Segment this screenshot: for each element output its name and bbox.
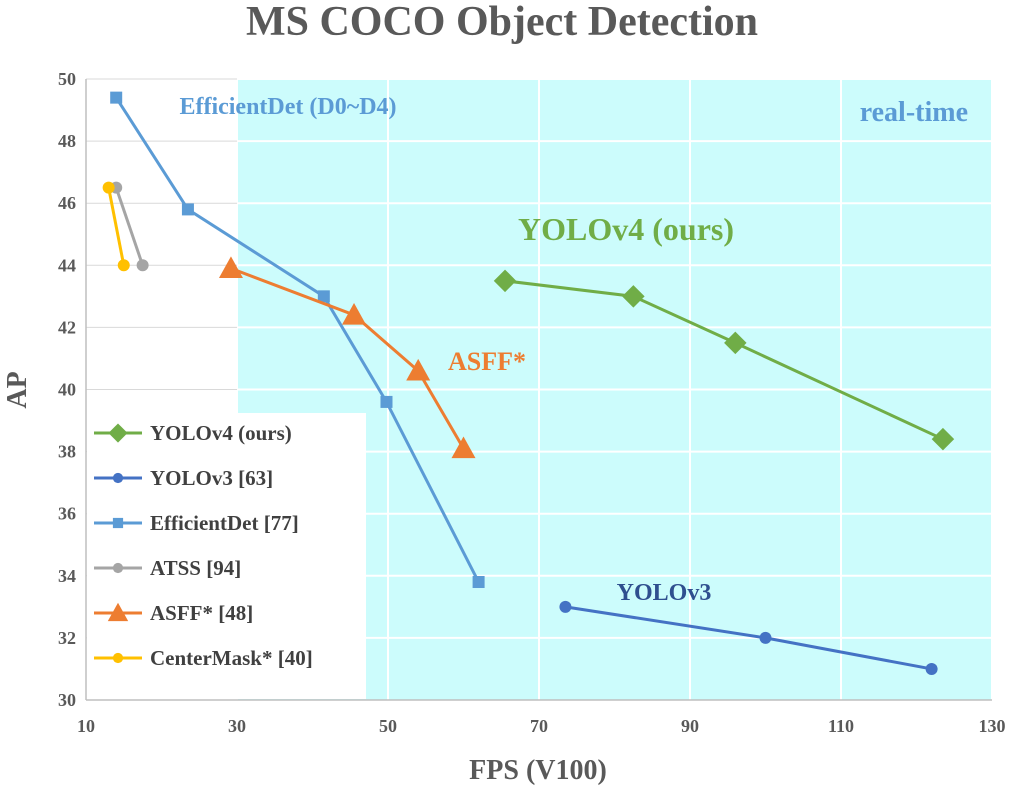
data-point <box>925 662 938 675</box>
legend-item: YOLOv3 [63] <box>94 466 273 490</box>
y-tick-label: 36 <box>58 504 76 524</box>
series-layer <box>102 91 955 675</box>
y-tick-label: 30 <box>58 690 76 710</box>
data-point <box>451 436 476 459</box>
data-point <box>218 256 243 279</box>
data-point <box>472 576 485 589</box>
legend-label: CenterMask* [40] <box>150 646 313 670</box>
data-point <box>931 427 955 451</box>
data-point <box>380 395 393 408</box>
data-point <box>342 302 367 325</box>
data-point <box>622 285 645 308</box>
x-tick-label: 10 <box>77 716 95 736</box>
data-point <box>493 269 517 293</box>
data-point <box>110 91 123 104</box>
x-tick-label: 130 <box>979 716 1006 736</box>
annotation-yolov4-ours: YOLOv4 (ours) <box>518 211 734 247</box>
legend: YOLOv4 (ours) YOLOv3 [63] EfficientDet [77… <box>87 413 366 699</box>
legend-item: ATSS [94] <box>94 556 241 580</box>
x-tick-label: 110 <box>828 716 854 736</box>
data-point <box>181 203 194 216</box>
series-line <box>504 279 944 441</box>
y-tick-label: 46 <box>58 193 76 213</box>
legend-marker <box>112 562 124 574</box>
data-point <box>117 259 130 272</box>
data-point <box>136 259 149 272</box>
legend-marker <box>112 472 124 484</box>
x-tick-label: 30 <box>228 716 246 736</box>
y-tick-label: 42 <box>58 317 76 337</box>
legend-marker <box>107 602 129 622</box>
series-asff-48 <box>218 256 476 459</box>
legend-label: ASFF* [48] <box>150 601 253 625</box>
data-point <box>724 331 747 355</box>
x-tick-label: 90 <box>681 716 699 736</box>
series-annotations: YOLOv4 (ours) YOLOv3 EfficientDet (D0~D4) A… <box>179 94 968 606</box>
series-line <box>107 187 126 266</box>
data-point <box>559 600 572 613</box>
y-tick-label: 44 <box>58 255 76 275</box>
y-tick-label: 50 <box>58 69 76 89</box>
annotation-efficientdet-77: EfficientDet (D0~D4) <box>179 94 396 120</box>
x-axis-label: FPS (V100) <box>469 755 607 786</box>
realtime-label: real-time <box>860 97 968 128</box>
legend-box <box>87 413 366 699</box>
legend-item: ASFF* [48] <box>94 601 253 625</box>
series-line <box>230 267 465 450</box>
legend-item: EfficientDet [77] <box>94 511 299 535</box>
legend-item: CenterMask* [40] <box>94 646 313 670</box>
y-tick-label: 48 <box>58 131 76 151</box>
y-tick-label: 32 <box>58 628 76 648</box>
legend-marker <box>112 652 124 664</box>
y-axis-label: AP <box>2 371 33 408</box>
legend-label: ATSS [94] <box>150 556 241 580</box>
legend-item: YOLOv4 (ours) <box>94 421 292 445</box>
axes <box>85 79 992 701</box>
series-line <box>114 187 145 266</box>
annotation-yolov3-63: YOLOv3 <box>617 580 712 606</box>
annotation-asff-48: ASFF* <box>448 347 526 376</box>
x-tick-label: 70 <box>530 716 548 736</box>
data-point <box>406 358 431 381</box>
legend-label: YOLOv4 (ours) <box>150 421 292 445</box>
data-point <box>102 181 115 194</box>
data-point <box>759 631 772 644</box>
legend-label: EfficientDet [77] <box>150 511 299 535</box>
series-yolov3-63 <box>559 600 938 675</box>
chart-title: MS COCO Object Detection <box>246 0 758 45</box>
legend-marker <box>108 423 128 443</box>
legend-marker <box>112 517 124 529</box>
series-centermask-40 <box>102 181 130 272</box>
legend-label: YOLOv3 [63] <box>150 466 273 490</box>
series-efficientdet-77 <box>110 91 485 589</box>
series-yolov4-ours <box>493 269 955 451</box>
y-tick-label: 40 <box>58 380 76 400</box>
x-tick-label: 50 <box>379 716 397 736</box>
y-tick-label: 34 <box>58 566 76 586</box>
data-point <box>317 290 330 303</box>
y-tick-label: 38 <box>58 442 76 462</box>
